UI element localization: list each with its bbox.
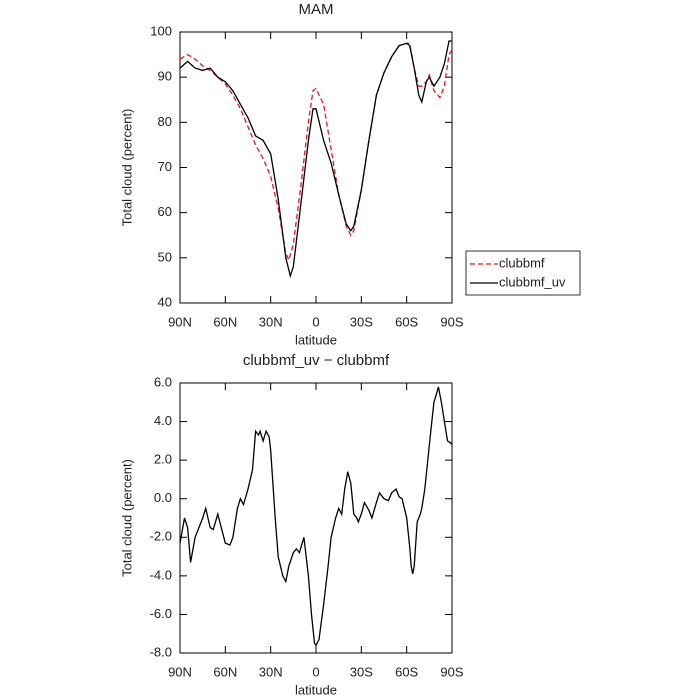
legend-box: [465, 250, 581, 296]
x-tick-label: 0: [312, 664, 319, 679]
y-tick-label: -6.0: [150, 606, 172, 621]
x-tick-label: 90N: [168, 664, 192, 679]
y-tick-label: 60: [158, 204, 172, 219]
series-line: [179, 42, 453, 263]
x-tick-label: 90N: [168, 314, 192, 329]
x-tick-label: 30N: [259, 664, 283, 679]
x-tick-label: 0: [312, 314, 319, 329]
x-tick-label: 60N: [213, 664, 237, 679]
x-tick-label: 30S: [350, 314, 373, 329]
y-tick-label: 2.0: [154, 452, 172, 467]
y-tick-label: 6.0: [154, 374, 172, 389]
series-line: [179, 386, 453, 647]
y-axis-title: Total cloud (percent): [119, 459, 134, 577]
y-tick-label: 50: [158, 249, 172, 264]
y-tick-label: -2.0: [150, 529, 172, 544]
x-tick-label: 30S: [350, 664, 373, 679]
y-tick-label: 40: [158, 294, 172, 309]
x-tick-label: 60S: [395, 664, 418, 679]
y-tick-label: 80: [158, 114, 172, 129]
y-tick-label: 90: [158, 69, 172, 84]
series-line: [179, 40, 452, 279]
y-tick-label: 70: [158, 159, 172, 174]
chart-title: clubbmf_uv − clubbmf: [243, 352, 390, 369]
x-axis-title: latitude: [295, 332, 337, 347]
x-tick-label: 30N: [259, 314, 283, 329]
y-tick-label: -4.0: [150, 567, 172, 582]
legend-label: clubbmf: [499, 255, 545, 270]
y-tick-label: 0.0: [154, 490, 172, 505]
x-tick-label: 90S: [440, 664, 463, 679]
plot-frame: [179, 382, 453, 654]
x-tick-label: 90S: [440, 314, 463, 329]
x-tick-label: 60N: [213, 314, 237, 329]
y-tick-label: 100: [150, 23, 172, 38]
x-tick-label: 60S: [395, 314, 418, 329]
y-tick-label: -8.0: [150, 644, 172, 659]
legend-label: clubbmf_uv: [499, 274, 566, 289]
x-axis-title: latitude: [295, 682, 337, 697]
y-axis-title: Total cloud (percent): [119, 109, 134, 227]
plot-frame: [179, 31, 453, 304]
chart-title: MAM: [299, 1, 334, 18]
y-tick-label: 4.0: [154, 413, 172, 428]
